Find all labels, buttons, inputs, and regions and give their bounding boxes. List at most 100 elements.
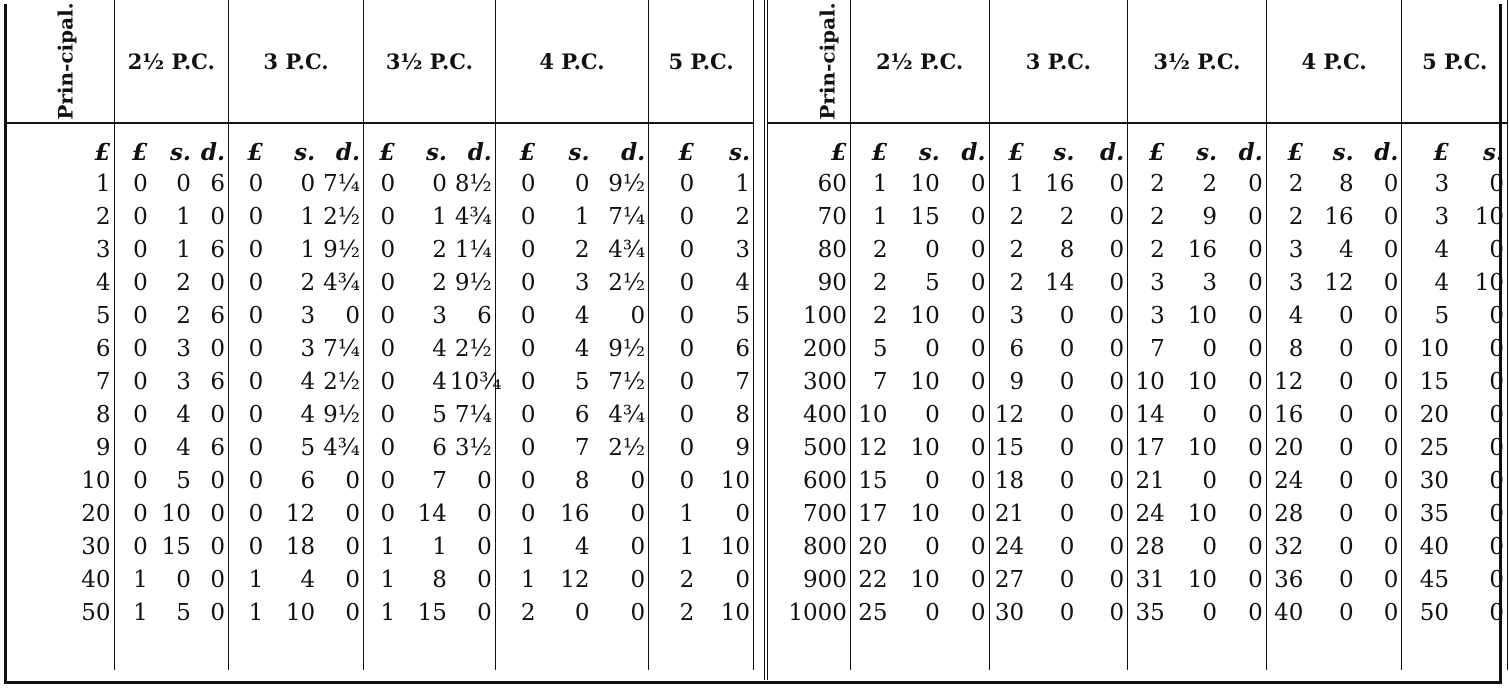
empty-cell xyxy=(1356,630,1403,670)
amount-cell: 3 xyxy=(697,234,755,267)
amount-cell: 1 xyxy=(300,237,316,263)
amount-cell: 24 xyxy=(994,534,1025,560)
unit-label: £ xyxy=(768,123,851,168)
amount-cell: 0 xyxy=(193,531,229,564)
amount-cell: 8 xyxy=(432,567,447,593)
amount-cell: 9½ xyxy=(592,333,650,366)
amount-cell: 9½ xyxy=(449,267,496,300)
amount-cell: 0 xyxy=(1356,399,1403,432)
amount-cell: 4 xyxy=(697,267,755,300)
amount-cell: 0 xyxy=(942,300,990,333)
amount-cell: 2 xyxy=(1150,237,1165,263)
rate-header: 5 P.C. xyxy=(648,0,754,124)
unit-label: £ xyxy=(1148,139,1165,166)
amount-cell: 0 xyxy=(380,369,396,395)
amount-cell: 0 xyxy=(592,465,650,498)
amount-cell: 10 xyxy=(910,303,940,329)
principal-cell: 30 xyxy=(6,531,115,564)
amount-cell: 0 xyxy=(520,204,536,230)
amount-cell: 1 xyxy=(380,600,396,626)
table-row: 2 0 1 0 0 1 2½ 0 1 4¾ 0 1 7¼ 0 2 xyxy=(6,201,755,234)
amount-cell: 0 xyxy=(520,336,536,362)
principal-cell: 500 xyxy=(768,432,851,465)
amount-cell: 2 xyxy=(872,303,888,329)
amount-cell: 0 xyxy=(248,204,264,230)
amount-cell: 0 xyxy=(1452,597,1509,630)
amount-cell: 0 xyxy=(1077,432,1129,465)
empty-cell xyxy=(1128,630,1168,670)
amount-cell: 0 xyxy=(380,336,396,362)
amount-cell: 0 xyxy=(1059,402,1075,428)
amount-cell: 0 xyxy=(133,369,148,395)
amount-cell: 20 xyxy=(1274,435,1304,461)
amount-cell: 10 xyxy=(1419,336,1450,362)
amount-cell: 0 xyxy=(520,270,536,296)
amount-cell: 50 xyxy=(1419,600,1450,626)
amount-cell: 4¾ xyxy=(318,432,365,465)
amount-cell: 0 xyxy=(133,435,148,461)
amount-cell: 4¾ xyxy=(318,267,365,300)
rate-header: 2½ P.C. xyxy=(114,0,229,124)
amount-cell: 0 xyxy=(380,237,396,263)
amount-cell: 7½ xyxy=(592,366,650,399)
amount-cell: 0 xyxy=(133,501,148,527)
amount-cell: 0 xyxy=(133,336,148,362)
amount-cell: 1 xyxy=(432,204,447,230)
empty-cell xyxy=(151,630,194,670)
amount-cell: 0 xyxy=(1356,432,1403,465)
amount-cell: 1 xyxy=(248,600,264,626)
amount-cell: 3 xyxy=(1288,270,1304,296)
amount-cell: 7¼ xyxy=(449,399,496,432)
table-row: 6 0 3 0 0 3 7¼ 0 4 2½ 0 4 9½ 0 6 xyxy=(6,333,755,366)
amount-cell: 12 xyxy=(1274,369,1304,395)
amount-cell: 0 xyxy=(1356,267,1403,300)
amount-cell: 1 xyxy=(176,204,191,230)
amount-cell: 4 xyxy=(1434,270,1450,296)
table-row: 8 0 4 0 0 4 9½ 0 5 7¼ 0 6 4¾ 0 8 xyxy=(6,399,755,432)
amount-cell: 3 xyxy=(300,336,316,362)
unit-label: £ xyxy=(247,139,264,166)
amount-cell: 0 xyxy=(380,204,396,230)
amount-cell: 2 xyxy=(679,600,695,626)
empty-cell xyxy=(266,630,318,670)
amount-cell: 0 xyxy=(248,303,264,329)
amount-cell: 0 xyxy=(679,171,695,197)
amount-cell: 0 xyxy=(1339,435,1354,461)
amount-cell: 0 xyxy=(1077,531,1129,564)
amount-cell: 14 xyxy=(417,501,447,527)
amount-cell: 0 xyxy=(380,270,396,296)
amount-cell: 4 xyxy=(1339,237,1354,263)
amount-cell: 10 xyxy=(910,567,940,593)
amount-cell: 0 xyxy=(679,303,695,329)
unit-label: s. xyxy=(1452,123,1509,168)
amount-cell: 0 xyxy=(1339,402,1354,428)
unit-label: s. xyxy=(1053,139,1075,166)
principal-cell: 70 xyxy=(768,201,851,234)
amount-cell: 18 xyxy=(285,534,316,560)
unit-label: £ xyxy=(871,139,888,166)
amount-cell: 0 xyxy=(925,402,940,428)
table-row: 4 0 2 0 0 2 4¾ 0 2 9½ 0 3 2½ 0 4 xyxy=(6,267,755,300)
amount-cell: 0 xyxy=(133,270,148,296)
principal-cell: 80 xyxy=(768,234,851,267)
amount-cell: 17 xyxy=(858,501,888,527)
amount-cell: 5 xyxy=(1434,303,1450,329)
amount-cell: 2 xyxy=(1288,171,1304,197)
amount-cell: 3 xyxy=(1150,303,1165,329)
amount-cell: 2 xyxy=(1009,237,1025,263)
amount-cell: 10 xyxy=(697,597,755,630)
unit-label: s. xyxy=(1196,139,1218,166)
amount-cell: 0 xyxy=(248,402,264,428)
amount-cell: 12 xyxy=(1324,270,1354,296)
amount-cell: 10 xyxy=(1187,303,1218,329)
amount-cell: 22 xyxy=(858,567,888,593)
table-row: 50 1 5 0 1 10 0 1 15 0 2 0 0 2 10 xyxy=(6,597,755,630)
amount-cell: 10 xyxy=(910,501,940,527)
empty-cell xyxy=(193,630,229,670)
empty-cell xyxy=(768,630,851,670)
amount-cell: 0 xyxy=(1356,300,1403,333)
amount-cell: 0 xyxy=(697,564,755,597)
amount-cell: 0 xyxy=(133,204,148,230)
rate-header: 4 P.C. xyxy=(1266,0,1403,124)
table-row: 60 1 10 0 1 16 0 2 2 0 2 8 0 3 0 xyxy=(768,168,1509,201)
